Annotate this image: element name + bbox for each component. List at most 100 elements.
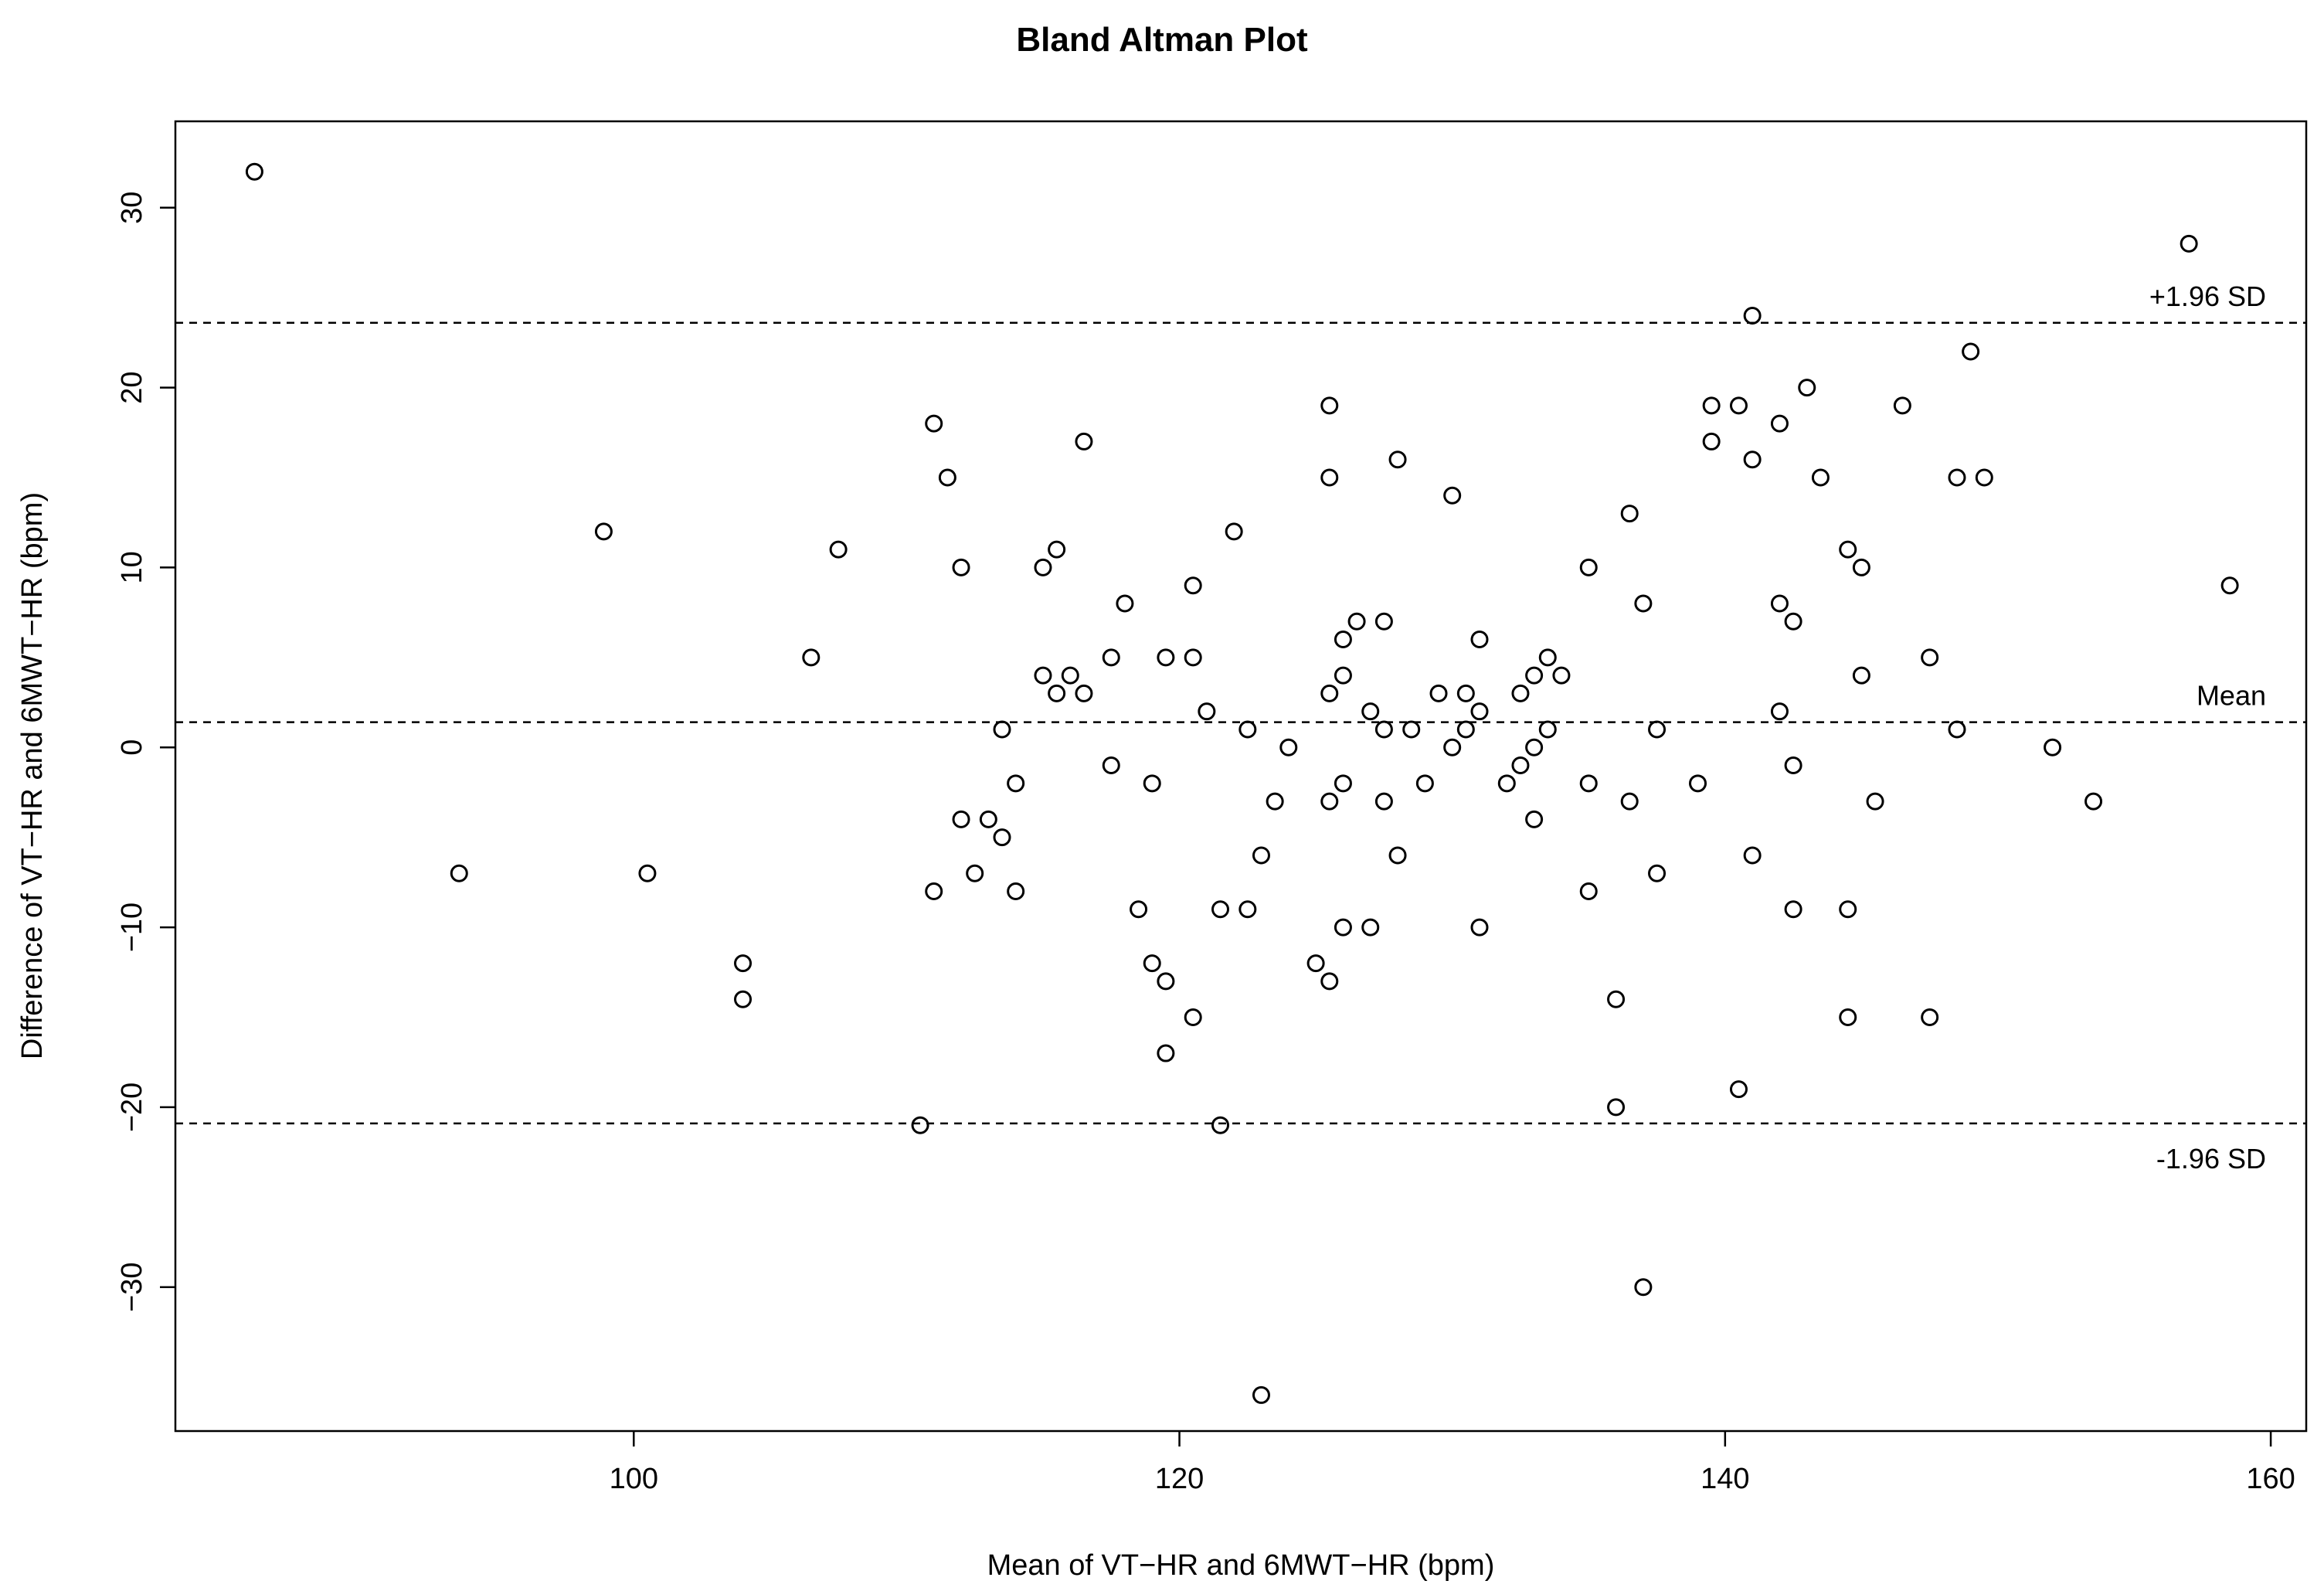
data-point [1361, 702, 1380, 721]
data-point [1266, 792, 1284, 811]
data-points [245, 162, 2239, 1404]
x-tick-label: 160 [2246, 1463, 2295, 1495]
data-point [638, 864, 657, 882]
data-point [1374, 792, 1393, 811]
reference-line-label: +1.96 SD [2149, 280, 2266, 312]
data-point [1620, 505, 1639, 523]
data-point [829, 540, 848, 559]
data-point [1143, 774, 1161, 793]
y-tick-label: −10 [116, 903, 148, 952]
data-point [1334, 918, 1352, 937]
y-tick-label: −20 [116, 1083, 148, 1132]
data-point [1443, 738, 1462, 756]
chart-title: Bland Altman Plot [1016, 21, 1308, 59]
data-point [450, 864, 468, 882]
data-point [1839, 900, 1857, 919]
data-point [1374, 720, 1393, 739]
data-point [1157, 648, 1175, 667]
data-point [1525, 666, 1544, 685]
data-point [1320, 684, 1339, 702]
data-point [1102, 648, 1120, 667]
data-point [1402, 720, 1421, 739]
plot-frame [174, 120, 2308, 1433]
data-point [1770, 702, 1789, 721]
data-point [1211, 1116, 1230, 1134]
data-point [1075, 684, 1093, 702]
data-point [1893, 396, 1911, 415]
data-point [594, 522, 613, 541]
data-point [1839, 540, 1857, 559]
data-point [1061, 666, 1079, 685]
data-point [1525, 738, 1544, 756]
data-point [802, 648, 821, 667]
data-point [1334, 631, 1352, 649]
data-point [1975, 468, 1993, 487]
data-point [952, 810, 970, 828]
data-point [1388, 846, 1407, 865]
data-point [1525, 810, 1544, 828]
data-point [1866, 792, 1884, 811]
data-point [1143, 954, 1161, 973]
data-point [1252, 1385, 1270, 1404]
data-point [1811, 468, 1830, 487]
data-point [1852, 666, 1870, 685]
data-point [1948, 720, 1966, 739]
data-point [1743, 846, 1762, 865]
data-point [734, 990, 753, 1008]
data-point [1184, 648, 1202, 667]
data-point [2220, 576, 2239, 595]
data-point [1130, 900, 1148, 919]
data-point [1470, 631, 1489, 649]
data-point [1320, 972, 1339, 991]
data-point [1538, 648, 1557, 667]
data-point [1225, 522, 1243, 541]
x-tick-label: 120 [1155, 1463, 1204, 1495]
data-point [1702, 396, 1721, 415]
data-point [911, 1116, 929, 1134]
data-point [938, 468, 956, 487]
data-point [1784, 756, 1802, 775]
data-point [245, 162, 263, 181]
x-tick-label: 100 [610, 1463, 658, 1495]
data-point [1729, 396, 1748, 415]
reference-lines: +1.96 SD Mean -1.96 SD [175, 280, 2306, 1175]
y-tick-label: 10 [116, 551, 148, 583]
data-point [1839, 1008, 1857, 1026]
x-axis-title: Mean of VT−HR and 6MWT−HR (bpm) [987, 1549, 1495, 1582]
data-point [2180, 234, 2198, 253]
data-point [1007, 882, 1025, 901]
data-point [1579, 882, 1598, 901]
data-point [734, 954, 753, 973]
data-point [993, 828, 1011, 847]
data-point [1347, 612, 1366, 631]
reference-line-label: Mean [2197, 680, 2266, 712]
data-point [1443, 486, 1462, 505]
x-axis: 100 120 140 160 [610, 1431, 2295, 1495]
data-point [1102, 756, 1120, 775]
data-point [1470, 918, 1489, 937]
data-point [1689, 774, 1707, 793]
data-point [1075, 432, 1093, 450]
data-point [1034, 558, 1052, 576]
data-point [1921, 1008, 1939, 1026]
data-point [1962, 342, 1980, 361]
data-point [1948, 468, 1966, 487]
data-point [1048, 540, 1066, 559]
data-point [925, 414, 943, 433]
data-point [1320, 396, 1339, 415]
y-tick-label: 0 [116, 739, 148, 756]
data-point [1538, 720, 1557, 739]
data-point [1470, 702, 1489, 721]
data-point [1238, 900, 1257, 919]
data-point [1456, 720, 1475, 739]
data-point [1729, 1080, 1748, 1099]
data-point [1770, 594, 1789, 613]
y-tick-label: 20 [116, 371, 148, 403]
data-point [1279, 738, 1298, 756]
data-point [1634, 1278, 1653, 1297]
data-point [1702, 432, 1721, 450]
data-point [1634, 594, 1653, 613]
data-point [1852, 558, 1870, 576]
data-point [1429, 684, 1448, 702]
